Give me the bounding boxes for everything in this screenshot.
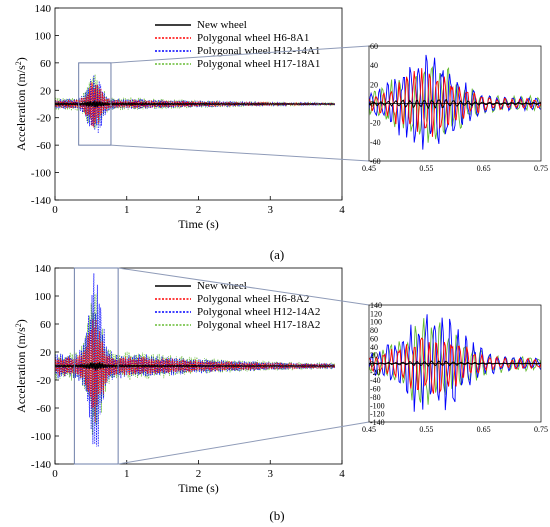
zoom-box: [73, 267, 119, 465]
y-tick-label: 100: [35, 291, 52, 303]
inset-y-tick-label: 20: [370, 351, 378, 360]
legend-entry: New wheel: [197, 280, 247, 292]
inset-x-tick-label: 0.75: [534, 425, 548, 434]
x-tick-label: 1: [124, 468, 130, 480]
inset-y-tick-label: 100: [370, 318, 382, 327]
inset-series-line-0: [369, 98, 541, 110]
zoom-connector: [110, 144, 370, 162]
zoom-connector: [118, 267, 370, 306]
y-tick-label: -140: [31, 459, 52, 471]
y-tick-label: -140: [31, 195, 52, 207]
legend-entry: Polygonal wheel H6-8A2: [197, 293, 309, 305]
y-tick-label: -100: [31, 168, 52, 180]
y-tick-label: 20: [40, 85, 52, 97]
inset-series-line-1: [369, 337, 541, 394]
inset-frame: [368, 45, 542, 162]
inset-y-tick-label: -60: [370, 157, 381, 166]
panel-label: (b): [269, 508, 284, 523]
y-tick-label: 60: [40, 319, 52, 331]
inset-x-tick-label: 0.45: [362, 425, 376, 434]
inset-y-tick-label: 0: [370, 100, 374, 109]
y-axis-label: Acceleration (m/s2): [14, 57, 29, 151]
x-tick-label: 1: [124, 204, 130, 216]
y-tick-label: -100: [31, 431, 52, 443]
inset-frame: [368, 304, 542, 423]
zoom-box: [78, 62, 112, 146]
x-tick-label: 4: [339, 204, 345, 216]
inset-y-tick-label: -120: [370, 410, 385, 419]
inset-y-tick-label: -60: [370, 385, 381, 394]
y-tick-label: 100: [35, 30, 52, 42]
inset-x-tick-label: 0.55: [419, 425, 433, 434]
x-tick-label: 3: [268, 468, 274, 480]
x-axis-label: Time (s): [178, 217, 219, 231]
y-tick-label: -20: [36, 375, 51, 387]
inset-y-tick-label: 140: [370, 301, 382, 310]
inset-y-tick-label: -40: [370, 138, 381, 147]
x-axis-label: Time (s): [178, 481, 219, 495]
inset-y-tick-label: -40: [370, 376, 381, 385]
x-tick-label: 3: [268, 204, 274, 216]
legend-entry: Polygonal wheel H17-18A2: [197, 319, 320, 331]
y-tick-label: 20: [40, 347, 52, 359]
legend-entry: Polygonal wheel H12-14A2: [197, 306, 320, 318]
legend-entry: Polygonal wheel H6-8A1: [197, 32, 309, 44]
inset-y-tick-label: 40: [370, 61, 378, 70]
y-tick-label: 60: [40, 58, 52, 70]
x-tick-label: 0: [52, 468, 58, 480]
inset-x-tick-label: 0.65: [477, 425, 491, 434]
x-tick-label: 2: [196, 204, 202, 216]
y-tick-label: -60: [36, 403, 51, 415]
x-tick-label: 4: [339, 468, 345, 480]
inset-x-tick-label: 0.65: [477, 164, 491, 173]
inset-y-tick-label: 60: [370, 334, 378, 343]
inset-x-tick-label: 0.55: [419, 164, 433, 173]
inset-x-tick-label: 0.45: [362, 164, 376, 173]
inset-y-tick-label: -140: [370, 418, 385, 427]
inset-y-tick-label: -20: [370, 368, 381, 377]
inset-y-tick-label: 60: [370, 42, 378, 51]
inset-series-line-2: [369, 54, 541, 150]
series-line-1: [55, 319, 336, 423]
inset-y-tick-label: 80: [370, 326, 378, 335]
legend-entry: Polygonal wheel H12-14A1: [197, 45, 320, 57]
y-tick-label: -20: [36, 113, 51, 125]
x-tick-label: 0: [52, 204, 58, 216]
zoom-connector: [110, 45, 370, 64]
y-tick-label: 140: [35, 263, 52, 275]
legend-entry: New wheel: [197, 19, 247, 31]
inset-x-tick-label: 0.75: [534, 164, 548, 173]
y-tick-label: -60: [36, 140, 51, 152]
inset-traces: [369, 54, 541, 150]
zoom-connector: [118, 421, 370, 465]
inset-y-tick-label: 40: [370, 343, 378, 352]
inset-y-tick-label: -80: [370, 393, 381, 402]
legend-entry: Polygonal wheel H17-18A1: [197, 58, 320, 70]
inset-traces: [369, 314, 541, 412]
y-tick-label: 140: [35, 3, 52, 15]
x-tick-label: 2: [196, 468, 202, 480]
inset-y-tick-label: 120: [370, 309, 382, 318]
inset-y-tick-label: -100: [370, 401, 385, 410]
inset-y-tick-label: 20: [370, 80, 378, 89]
inset-series-line-1: [369, 68, 541, 137]
panel-label: (a): [270, 247, 284, 262]
inset-y-tick-label: -20: [370, 119, 381, 128]
y-axis-label: Acceleration (m/s2): [14, 319, 29, 413]
inset-y-tick-label: 0: [370, 360, 374, 369]
